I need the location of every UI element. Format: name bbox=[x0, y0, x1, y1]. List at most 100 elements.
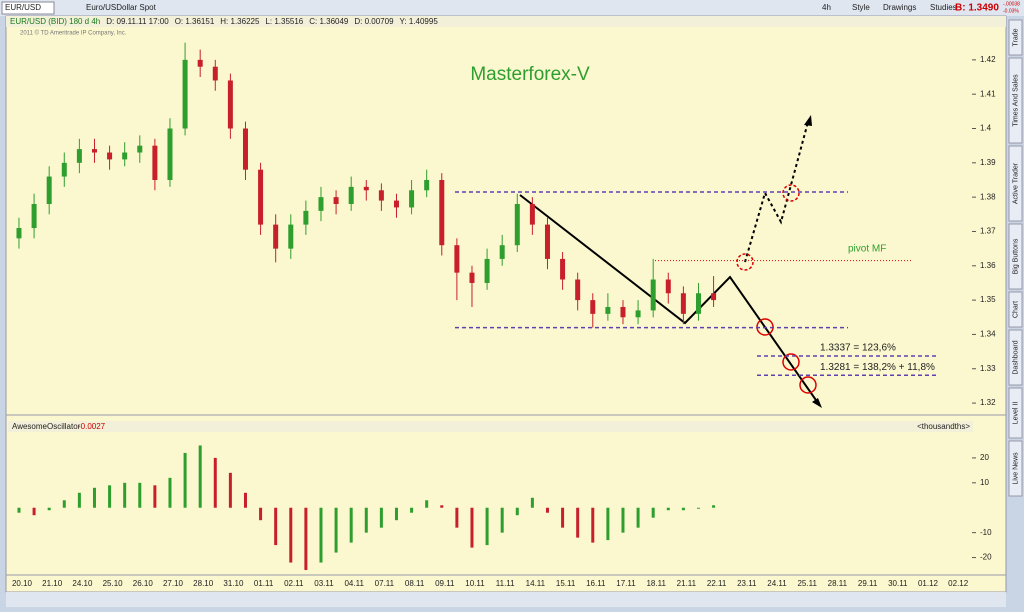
side-tab[interactable] bbox=[1008, 145, 1023, 222]
x-tick-label: 07.11 bbox=[375, 579, 395, 588]
osc-bar bbox=[530, 497, 534, 508]
candle-body bbox=[182, 59, 188, 129]
toolbar bbox=[0, 0, 1024, 16]
candle-body bbox=[137, 145, 143, 153]
x-tick-label: 25.11 bbox=[797, 579, 817, 588]
osc-bar bbox=[123, 482, 127, 508]
info-item: C: 1.36049 bbox=[309, 17, 349, 26]
x-tick-label: 23.11 bbox=[737, 579, 757, 588]
y-tick-label: 1.42 bbox=[980, 55, 996, 64]
osc-bar bbox=[379, 507, 383, 528]
osc-bar bbox=[198, 445, 202, 508]
candle-body bbox=[409, 190, 415, 208]
osc-bar bbox=[455, 507, 459, 528]
style-button[interactable]: Style bbox=[852, 3, 870, 12]
x-tick-label: 24.10 bbox=[72, 579, 93, 588]
osc-bar bbox=[108, 485, 112, 508]
candle-body bbox=[711, 293, 717, 301]
y-tick-label: 1.33 bbox=[980, 364, 996, 373]
side-tab-label: Chart bbox=[1012, 301, 1019, 318]
candle-body bbox=[122, 152, 128, 160]
candle-body bbox=[61, 162, 67, 177]
y-tick-label: -10 bbox=[980, 528, 992, 537]
side-tab[interactable] bbox=[1008, 223, 1023, 290]
x-tick-label: 01.11 bbox=[254, 579, 274, 588]
info-item: L: 1.35516 bbox=[265, 17, 303, 26]
osc-bar bbox=[576, 507, 580, 538]
candle-body bbox=[31, 204, 37, 229]
drawings-button[interactable]: Drawings bbox=[883, 3, 916, 12]
osc-bar bbox=[470, 507, 474, 548]
candle-body bbox=[665, 279, 671, 294]
candle-body bbox=[258, 169, 264, 225]
candle-body bbox=[167, 128, 173, 180]
side-tab[interactable] bbox=[1008, 329, 1023, 386]
studies-button[interactable]: Studies bbox=[930, 3, 957, 12]
osc-bar bbox=[47, 507, 51, 511]
side-tab-label: Level II bbox=[1012, 402, 1019, 425]
side-tab[interactable] bbox=[1008, 440, 1023, 497]
osc-bar bbox=[696, 507, 700, 509]
candle-body bbox=[560, 258, 566, 280]
info-item: H: 1.36225 bbox=[220, 17, 260, 26]
osc-bar bbox=[364, 507, 368, 533]
side-tab[interactable] bbox=[1008, 291, 1023, 328]
osc-bar bbox=[681, 507, 685, 511]
info-item: D: 0.00709 bbox=[354, 17, 394, 26]
x-tick-label: 14.11 bbox=[526, 579, 546, 588]
x-tick-label: 04.11 bbox=[344, 579, 364, 588]
candle-body bbox=[680, 293, 686, 314]
candle-body bbox=[514, 204, 520, 246]
candle-body bbox=[318, 197, 324, 211]
side-tab[interactable] bbox=[1008, 387, 1023, 439]
osc-bar bbox=[304, 507, 308, 571]
candle-body bbox=[76, 149, 82, 163]
interval[interactable]: 4h bbox=[822, 3, 831, 12]
osc-bar bbox=[62, 500, 66, 508]
candle-body bbox=[152, 145, 158, 180]
y-tick-label: 1.32 bbox=[980, 398, 996, 407]
x-tick-label: 21.11 bbox=[677, 579, 697, 588]
side-tab-label: Times And Sales bbox=[1012, 74, 1019, 127]
candle-body bbox=[197, 59, 203, 67]
candle-body bbox=[288, 224, 294, 249]
y-tick-label: 1.35 bbox=[980, 295, 996, 304]
chart-area bbox=[5, 15, 1007, 593]
y-tick-label: 10 bbox=[980, 478, 989, 487]
candle-body bbox=[695, 293, 701, 314]
info-item: Y: 1.40995 bbox=[400, 17, 439, 26]
osc-bar bbox=[289, 507, 293, 563]
x-tick-label: 31.10 bbox=[223, 579, 244, 588]
osc-bar bbox=[168, 477, 172, 508]
change-pct: -0.03% bbox=[1003, 8, 1019, 14]
x-tick-label: 16.11 bbox=[586, 579, 606, 588]
osc-bar bbox=[213, 457, 217, 508]
candle-body bbox=[91, 149, 97, 153]
osc-title: AwesomeOscillator bbox=[12, 422, 81, 431]
candle-body bbox=[303, 210, 309, 225]
candle-body bbox=[46, 176, 52, 205]
candle-body bbox=[620, 306, 626, 318]
side-tab-label: Active Trader bbox=[1012, 162, 1019, 204]
osc-bar bbox=[17, 507, 21, 513]
osc-bar bbox=[259, 507, 263, 521]
candle-body bbox=[16, 228, 22, 239]
osc-bar bbox=[485, 507, 489, 546]
side-tab[interactable] bbox=[1008, 57, 1023, 144]
candle-body bbox=[212, 66, 218, 81]
side-tab[interactable] bbox=[1008, 19, 1023, 56]
symbol-box[interactable] bbox=[1, 1, 55, 15]
projection bbox=[744, 121, 809, 263]
osc-bar bbox=[606, 507, 610, 541]
change: -.00038 bbox=[1003, 1, 1020, 7]
y-tick-label: 1.36 bbox=[980, 261, 996, 270]
side-tab-label: Trade bbox=[1012, 28, 1019, 46]
info-item: D: 09.11.11 17:00 bbox=[106, 17, 169, 26]
x-tick-label: 30.11 bbox=[888, 579, 908, 588]
x-tick-label: 10.11 bbox=[465, 579, 485, 588]
osc-bar bbox=[92, 487, 96, 508]
zigzag bbox=[519, 194, 819, 404]
x-tick-label: 18.11 bbox=[646, 579, 666, 588]
side-tab-label: Big Buttons bbox=[1012, 238, 1019, 274]
candle-body bbox=[605, 306, 611, 314]
